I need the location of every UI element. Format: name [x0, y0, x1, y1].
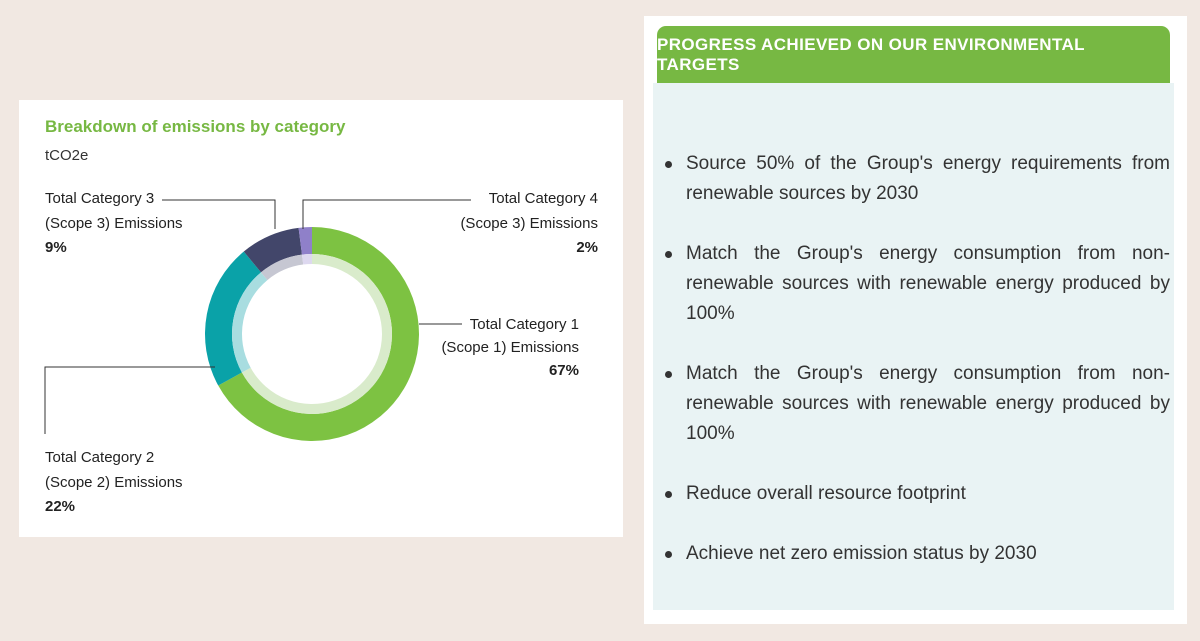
callout-category-1-pct: 67% — [548, 362, 579, 379]
donut-slice-category-2 — [205, 251, 262, 386]
donut-slice-category-4 — [298, 227, 312, 255]
callout-category-4-pct: 2% — [576, 239, 598, 256]
targets-body: Source 50% of the Group's energy require… — [653, 83, 1174, 610]
targets-header: PROGRESS ACHIEVED ON OUR ENVIRONMENTAL T… — [657, 26, 1170, 83]
donut-inner-band-category-2 — [232, 272, 268, 373]
callout-category-3-pct: 9% — [45, 239, 67, 256]
environmental-targets-panel: PROGRESS ACHIEVED ON OUR ENVIRONMENTAL T… — [644, 16, 1187, 624]
bullet-icon — [665, 161, 672, 168]
callout-category-2-line2: (Scope 2) Emissions — [45, 473, 183, 491]
chart-title: Breakdown of emissions by category — [45, 117, 346, 136]
donut-chart — [44, 199, 471, 441]
callout-category-1-line1: Total Category 1 — [469, 316, 579, 333]
bullet-icon — [665, 551, 672, 558]
leader-line-category-2 — [44, 366, 215, 434]
callout-category-2: Total Category 2 (Scope 2) Emissions 22% — [45, 446, 183, 520]
leader-line-category-4 — [302, 199, 471, 229]
target-item: Match the Group's energy consumption fro… — [663, 239, 1170, 329]
chart-unit: tCO2e — [45, 147, 89, 164]
emissions-chart-card: Breakdown of emissions by category tCO2e… — [19, 100, 623, 537]
callout-category-4-line1: Total Category 4 — [488, 190, 598, 207]
callout-category-3-line1: Total Category 3 — [45, 190, 155, 207]
target-text: Achieve net zero emission status by 2030 — [686, 543, 1037, 564]
callout-category-2-line1: Total Category 2 — [45, 449, 155, 466]
callout-category-1: Total Category 1 (Scope 1) Emissions 67% — [441, 313, 579, 382]
targets-list: Source 50% of the Group's energy require… — [663, 149, 1170, 599]
callout-category-3-line2: (Scope 3) Emissions — [45, 214, 183, 232]
target-item: Reduce overall resource footprint — [663, 479, 1170, 509]
target-item: Match the Group's energy consumption fro… — [663, 359, 1170, 449]
leader-line-category-3 — [162, 199, 276, 229]
bullet-icon — [665, 371, 672, 378]
callout-category-1-line2: (Scope 1) Emissions — [441, 339, 579, 356]
donut-inner-band-category-3 — [261, 254, 304, 281]
target-text: Match the Group's energy consumption fro… — [686, 363, 1170, 444]
bullet-icon — [665, 491, 672, 498]
target-text: Source 50% of the Group's energy require… — [686, 153, 1170, 204]
target-text: Match the Group's energy consumption fro… — [686, 243, 1170, 324]
callout-category-3: Total Category 3 (Scope 3) Emissions 9% — [45, 187, 183, 261]
bullet-icon — [665, 251, 672, 258]
leader-lines — [44, 199, 471, 434]
donut-slice-category-3 — [243, 227, 302, 273]
callout-category-2-pct: 22% — [45, 498, 76, 515]
target-text: Reduce overall resource footprint — [686, 483, 966, 504]
callout-category-4-line2: (Scope 3) Emissions — [460, 214, 598, 232]
target-item: Source 50% of the Group's energy require… — [663, 149, 1170, 209]
target-item: Achieve net zero emission status by 2030 — [663, 539, 1170, 569]
callout-category-4: Total Category 4 (Scope 3) Emissions 2% — [460, 187, 598, 261]
donut-inner-band-category-4 — [301, 254, 312, 265]
